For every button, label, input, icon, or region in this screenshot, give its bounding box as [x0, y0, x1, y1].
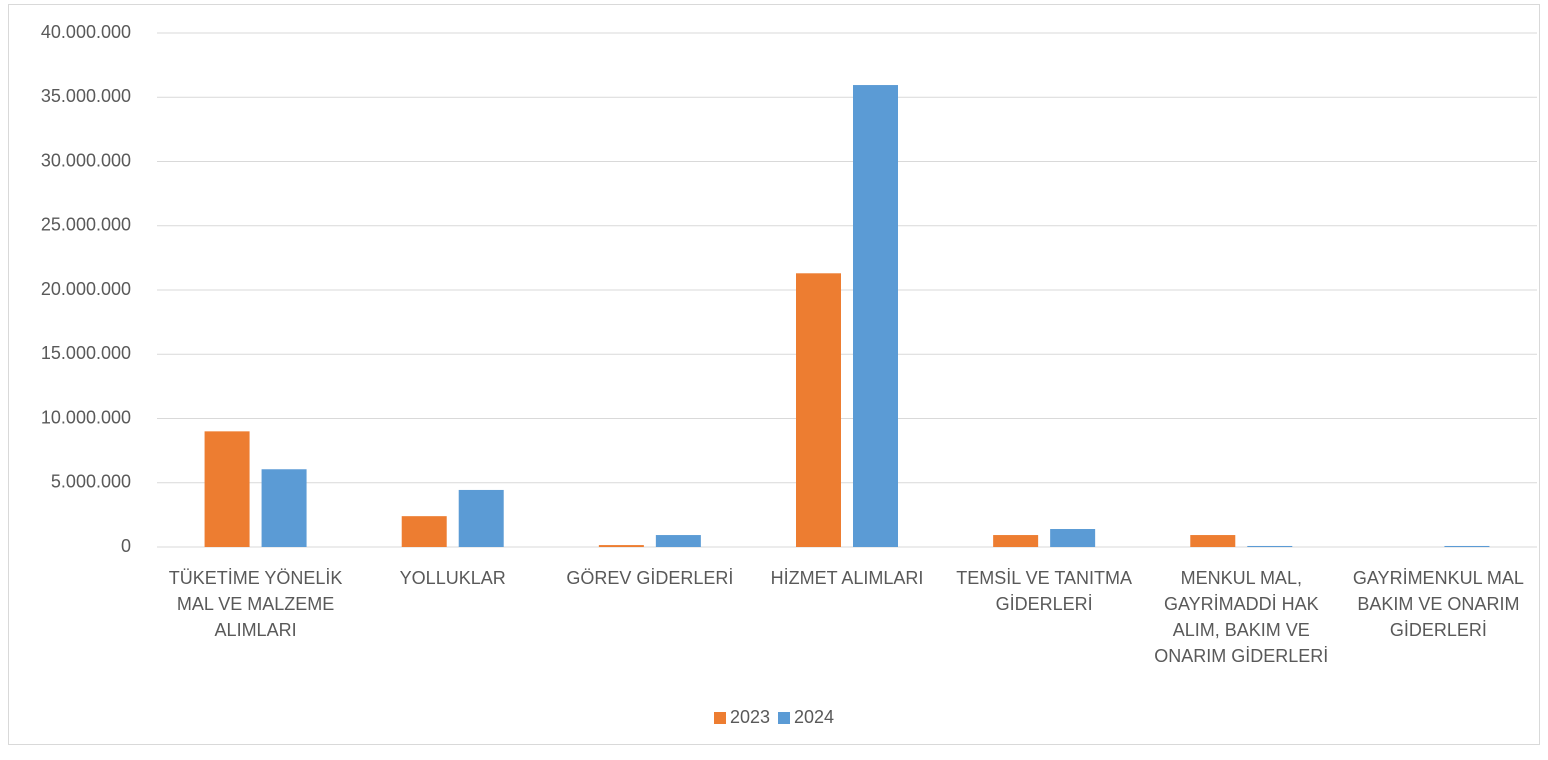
- x-tick-label: HİZMET ALIMLARI: [770, 568, 924, 588]
- y-tick-label: 0: [121, 536, 131, 556]
- bar: [1444, 545, 1490, 547]
- bar: [1190, 535, 1236, 547]
- bar: [1050, 529, 1096, 547]
- y-tick-label: 40.000.000: [41, 22, 131, 42]
- chart-border: [8, 4, 1540, 745]
- legend-swatch: [713, 711, 726, 724]
- bar: [401, 516, 447, 547]
- x-tick-label: GÖREV GİDERLERİ: [566, 568, 734, 588]
- x-tick-label: TÜKETİME YÖNELİK MAL VE MALZEME ALIMLARI: [168, 568, 343, 640]
- y-tick-label: 15.000.000: [41, 343, 131, 363]
- y-tick-label: 20.000.000: [41, 279, 131, 299]
- bar: [796, 273, 841, 547]
- bar: [1247, 545, 1293, 547]
- y-tick-label: 5.000.000: [51, 472, 131, 492]
- y-tick-label: 10.000.000: [41, 407, 131, 427]
- bar: [853, 85, 898, 547]
- bar: [458, 489, 504, 547]
- x-tick-label: MENKUL MAL, GAYRİMADDİ HAK ALIM, BAKIM V…: [1154, 568, 1329, 666]
- y-tick-label: 30.000.000: [41, 150, 131, 170]
- x-tick-label: YOLLUKLAR: [399, 568, 506, 588]
- legend-label: 2024: [794, 707, 835, 727]
- y-tick-label: 35.000.000: [41, 86, 131, 106]
- bar: [993, 535, 1039, 547]
- legend-label: 2023: [729, 707, 770, 727]
- y-tick-label: 25.000.000: [41, 215, 131, 235]
- x-tick-label: TEMSİL VE TANITMA GİDERLERİ: [956, 568, 1132, 614]
- x-tick-label: GAYRİMENKUL MAL BAKIM VE ONARIM GİDERLER…: [1352, 568, 1524, 640]
- bar: [204, 431, 250, 547]
- bar: [655, 535, 701, 547]
- legend-item: 2023: [713, 707, 770, 728]
- bar: [261, 469, 307, 547]
- legend: 2023 2024: [0, 707, 1548, 729]
- bar: [598, 545, 644, 547]
- legend-swatch: [778, 711, 790, 724]
- legend-item: 2024: [778, 707, 834, 728]
